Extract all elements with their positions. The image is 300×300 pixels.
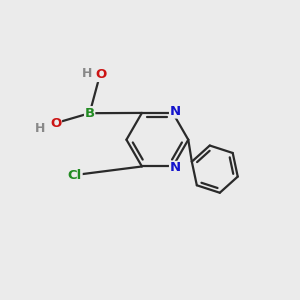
Text: H: H [34, 122, 45, 135]
Text: H: H [82, 67, 92, 80]
Text: N: N [169, 161, 181, 174]
Text: B: B [85, 107, 95, 120]
Text: O: O [50, 117, 61, 130]
Text: N: N [169, 105, 181, 118]
Text: O: O [96, 68, 107, 81]
Text: Cl: Cl [68, 169, 82, 182]
